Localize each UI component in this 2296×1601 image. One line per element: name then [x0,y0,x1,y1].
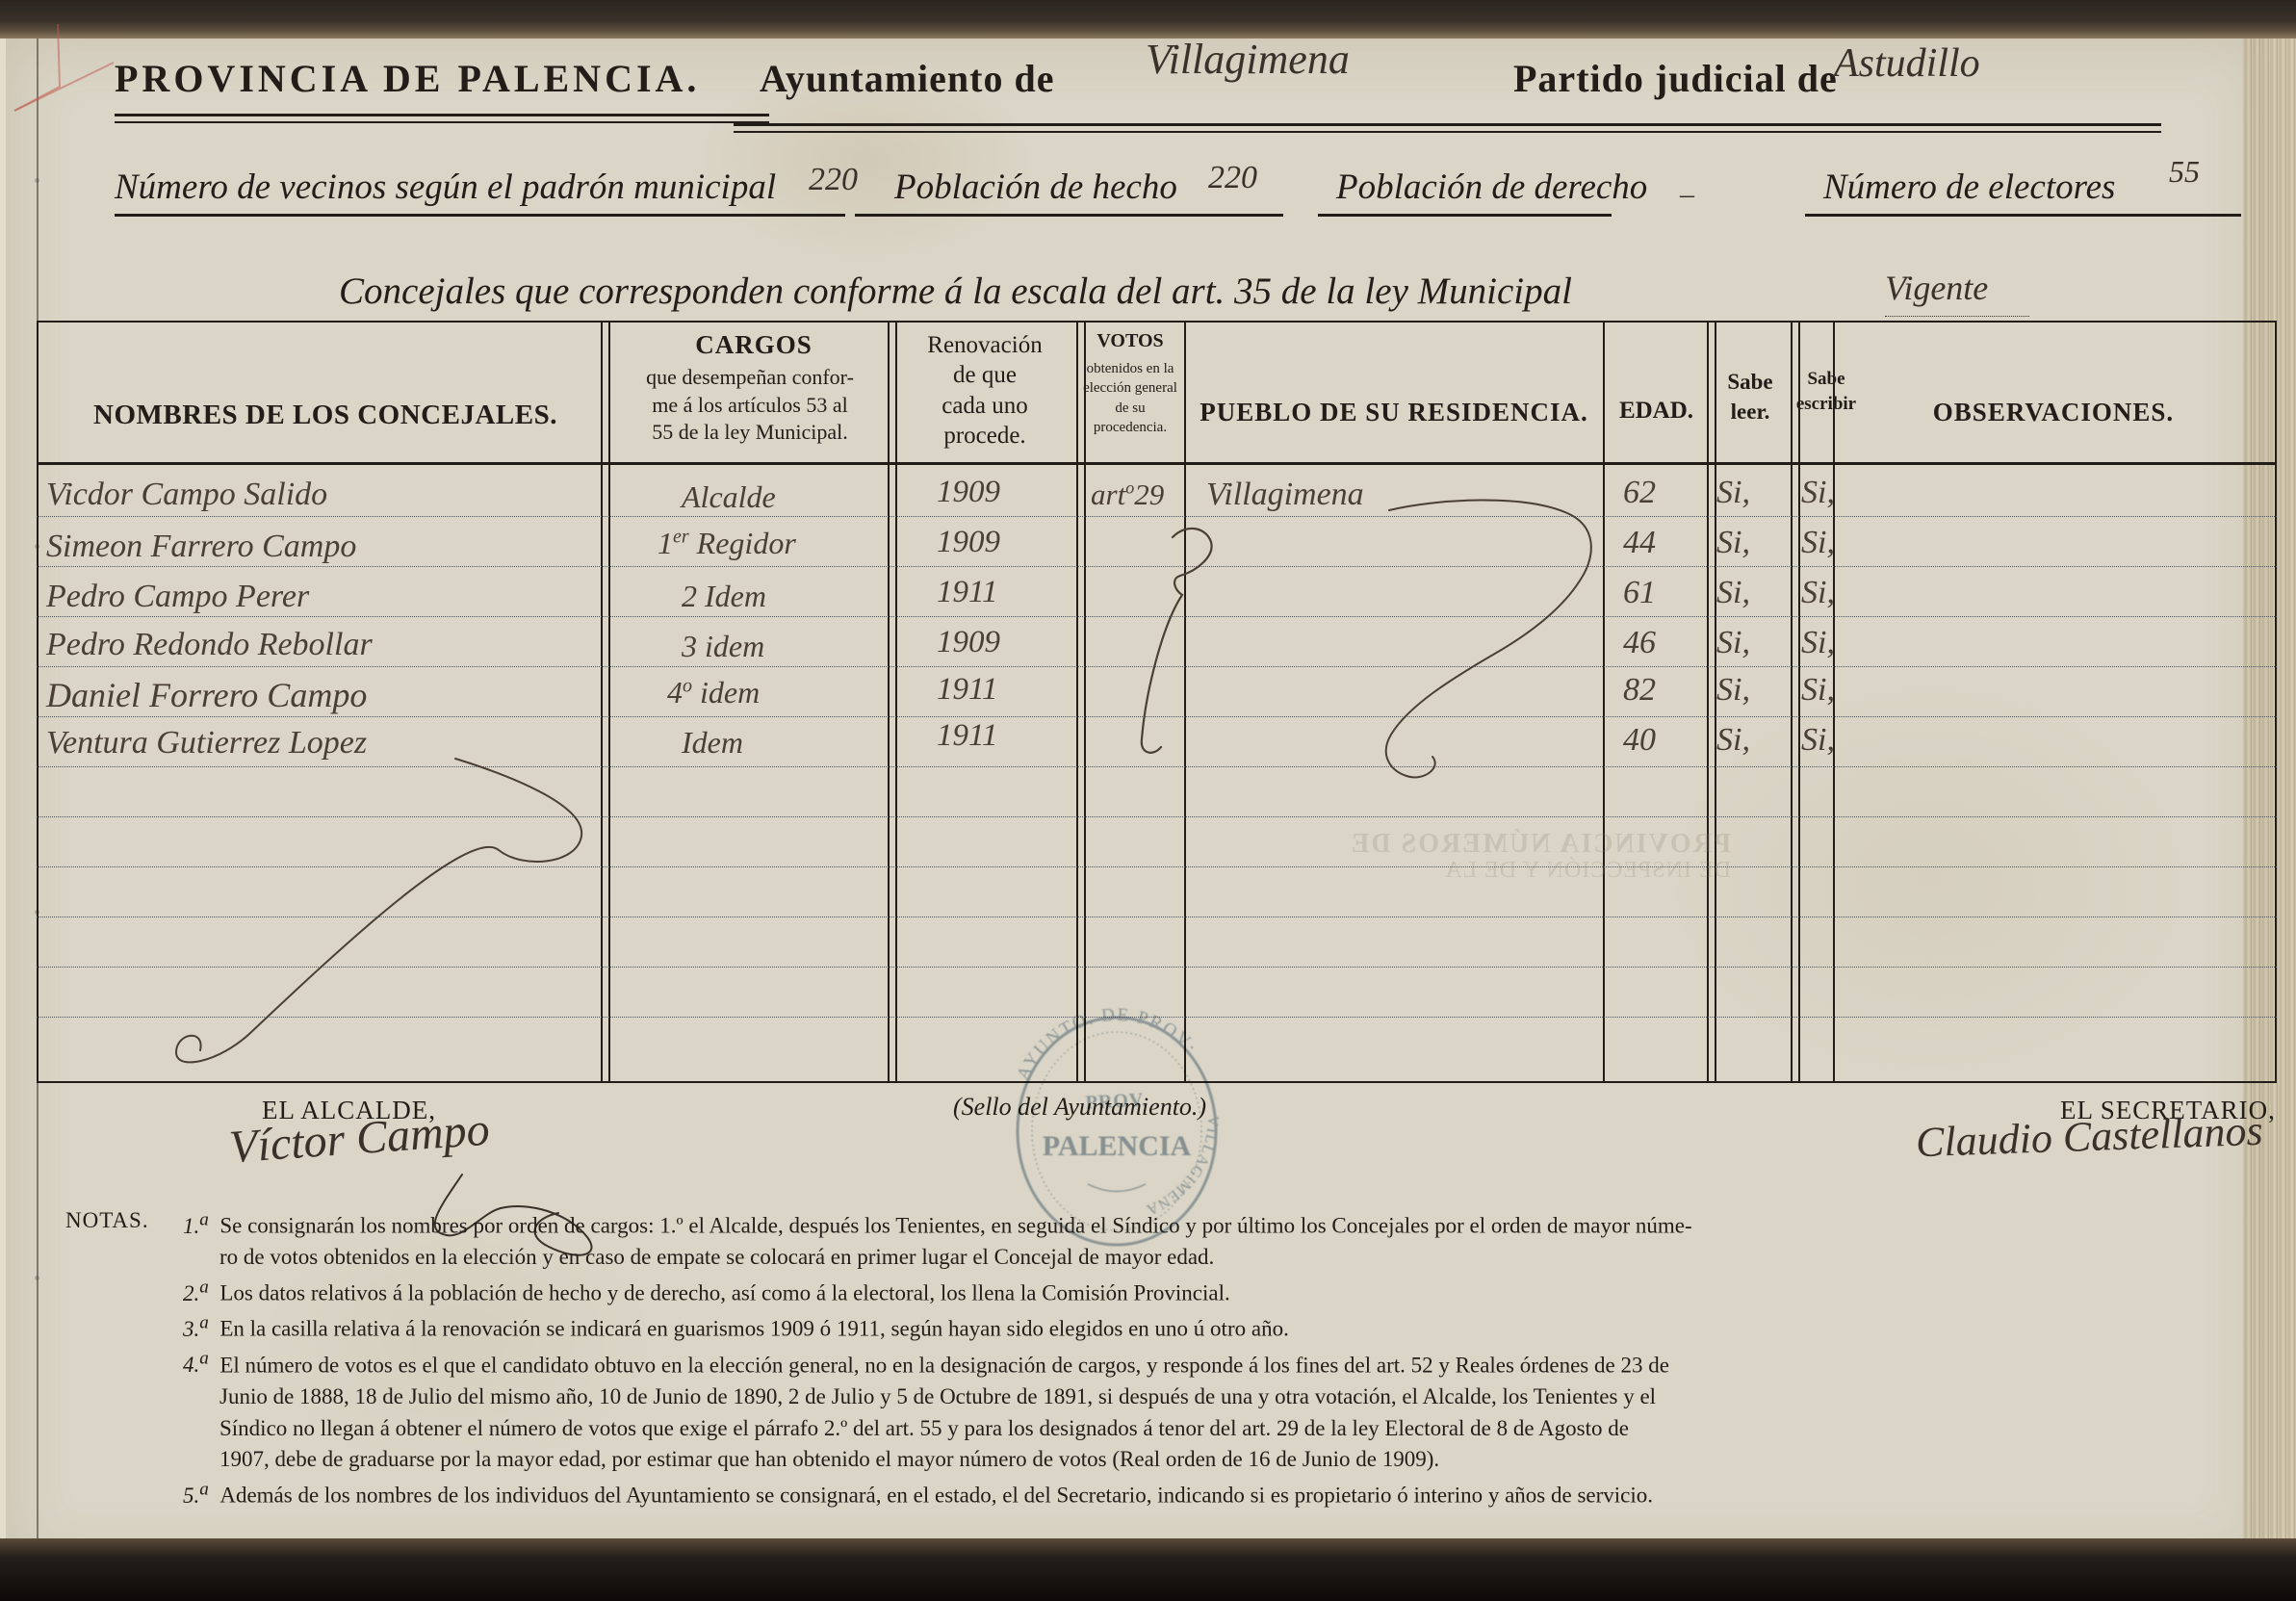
svg-text:PALENCIA: PALENCIA [1043,1130,1192,1162]
svg-text:AYUNTO. DE PROV·: AYUNTO. DE PROV· [1013,1005,1202,1084]
svg-text:PROV.: PROV. [1085,1089,1148,1113]
